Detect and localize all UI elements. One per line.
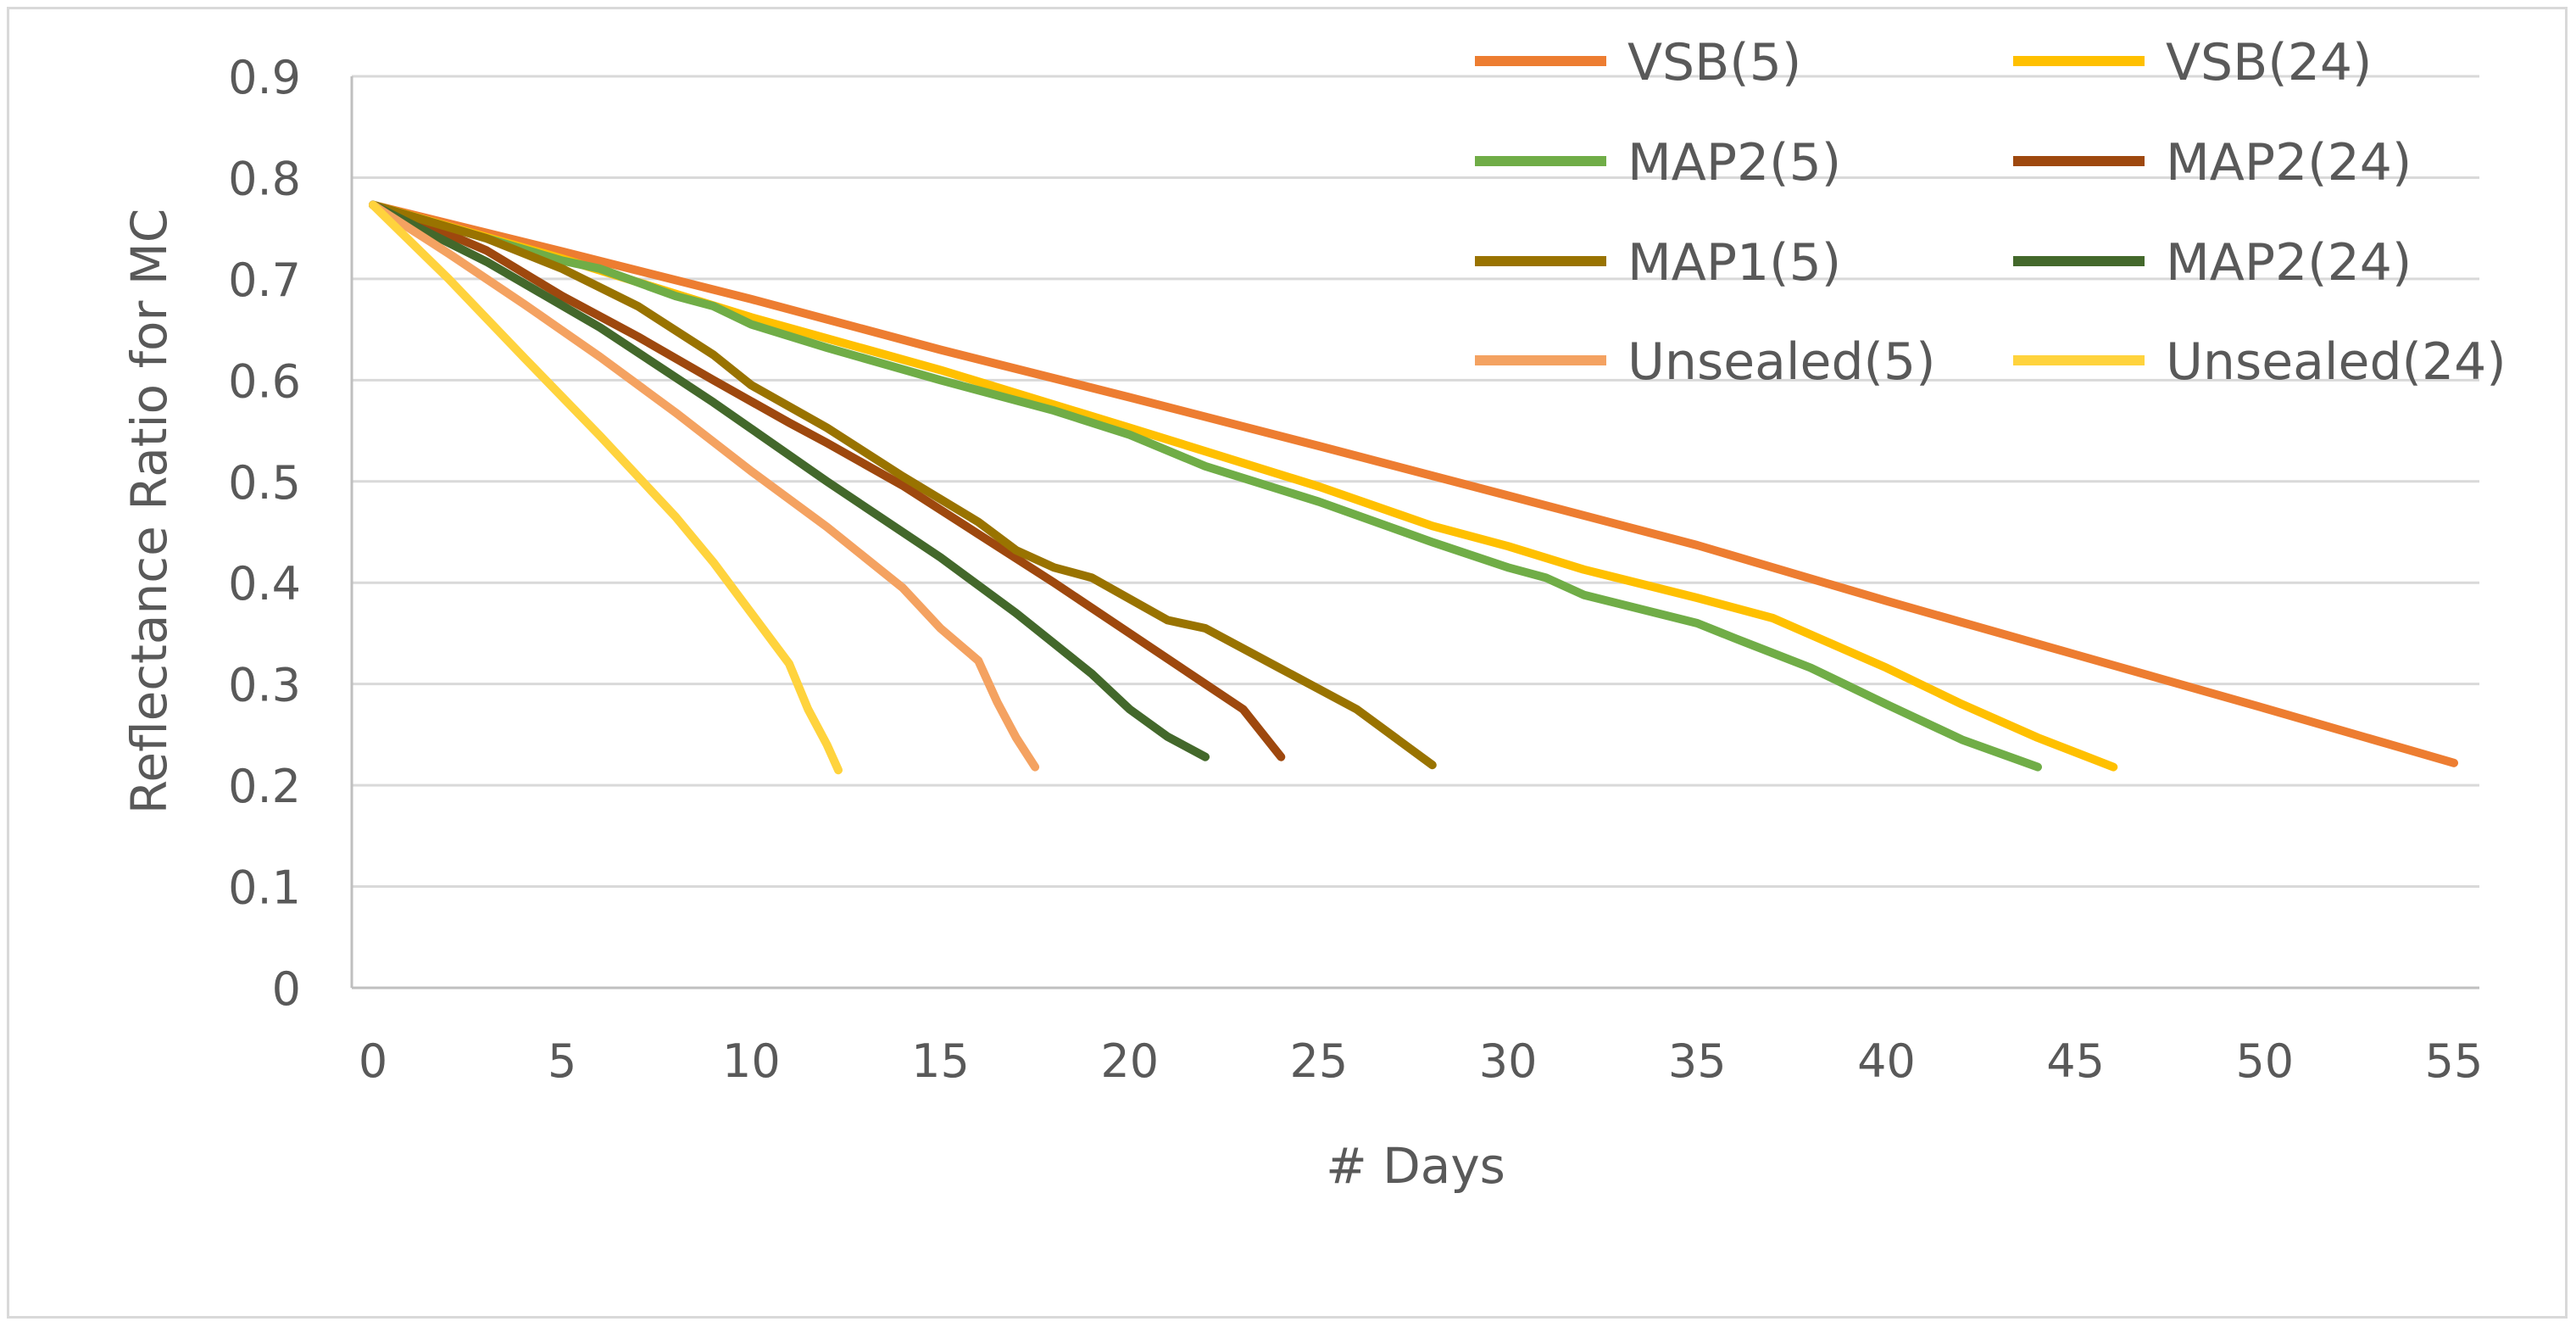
- series-line-4: [369, 200, 1437, 770]
- x-tick-label-9: 45: [2046, 1034, 2105, 1088]
- series-line-7: [369, 200, 843, 775]
- gridlines: [352, 75, 2479, 889]
- x-tick-label-11: 55: [2425, 1034, 2484, 1088]
- x-tick-label-4: 20: [1100, 1034, 1159, 1088]
- y-tick-label-8: 0.8: [228, 152, 301, 205]
- series-line-1: [369, 200, 2118, 772]
- legend-label-5: MAP2(24): [2166, 233, 2412, 293]
- x-tick-label-0: 0: [359, 1034, 387, 1088]
- legend-label-6: Unsealed(5): [1627, 332, 1936, 392]
- y-tick-label-4: 0.4: [228, 557, 301, 611]
- y-tick-label-9: 0.9: [228, 51, 301, 104]
- y-tick-label-0: 0: [272, 962, 301, 1016]
- legend-label-7: Unsealed(24): [2166, 332, 2506, 392]
- x-tick-label-7: 35: [1668, 1034, 1727, 1088]
- series-line-3: [369, 200, 1286, 761]
- legend: VSB(5) VSB(24) MAP2(5) MAP2(24) MAP1(5) MAP2(…: [1475, 33, 2506, 392]
- legend-label-3: MAP2(24): [2166, 133, 2412, 192]
- y-tick-label-7: 0.7: [228, 254, 301, 307]
- series-line-5: [369, 200, 1210, 761]
- y-tick-label-3: 0.3: [228, 659, 301, 712]
- x-tick-label-3: 15: [911, 1034, 970, 1088]
- legend-label-4: MAP1(5): [1627, 233, 1841, 293]
- legend-label-2: MAP2(5): [1627, 133, 1841, 192]
- x-tick-label-1: 5: [548, 1034, 576, 1088]
- legend-label-1: VSB(24): [2166, 33, 2372, 92]
- x-axis-ticks: 0 5 10 15 20 25 30 35 40 45 50 55: [359, 1034, 2484, 1088]
- series-line-6: [369, 200, 1040, 772]
- y-axis-title: Reflectance Ratio for MC: [120, 209, 178, 815]
- y-axis-ticks: 0 0.1 0.2 0.3 0.4 0.5 0.6 0.7 0.8 0.9: [228, 51, 301, 1016]
- legend-label-0: VSB(5): [1627, 33, 1801, 92]
- y-tick-label-5: 0.5: [228, 456, 301, 510]
- x-axis-title: # Days: [1326, 1137, 1505, 1195]
- series-line-0: [369, 200, 2458, 767]
- series-line-2: [369, 200, 2042, 772]
- y-tick-label-2: 0.2: [228, 760, 301, 813]
- x-tick-label-5: 25: [1290, 1034, 1349, 1088]
- x-tick-label-10: 50: [2235, 1034, 2294, 1088]
- y-tick-label-6: 0.6: [228, 354, 301, 408]
- x-tick-label-6: 30: [1479, 1034, 1538, 1088]
- x-tick-label-8: 40: [1857, 1034, 1916, 1088]
- x-tick-label-2: 10: [722, 1034, 781, 1088]
- series-lines: [369, 200, 2458, 775]
- y-tick-label-1: 0.1: [228, 861, 301, 915]
